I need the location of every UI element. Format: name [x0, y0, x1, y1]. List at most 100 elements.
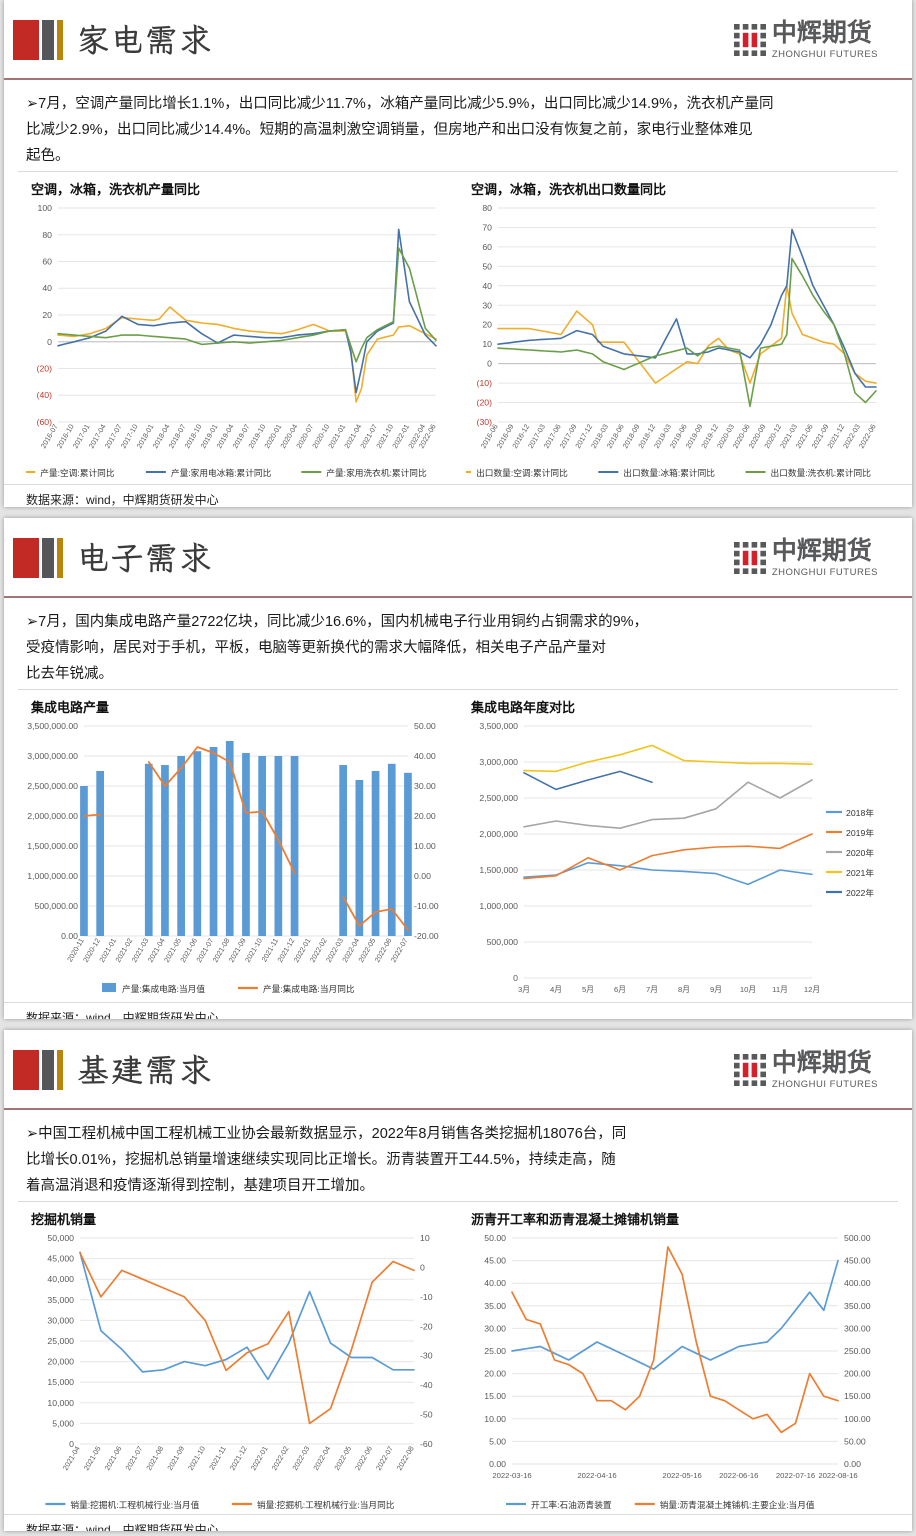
svg-text:0.00: 0.00	[414, 871, 431, 881]
svg-text:-50: -50	[420, 1410, 433, 1420]
svg-text:10.00: 10.00	[414, 841, 436, 851]
svg-text:-60: -60	[420, 1439, 433, 1449]
svg-text:0: 0	[47, 337, 52, 347]
svg-text:(20): (20)	[477, 398, 493, 408]
svg-text:2022-03-16: 2022-03-16	[492, 1471, 531, 1480]
svg-text:1,500,000.00: 1,500,000.00	[27, 841, 78, 851]
svg-text:45,000: 45,000	[47, 1254, 74, 1264]
svg-text:80: 80	[42, 230, 52, 240]
svg-text:-10: -10	[420, 1292, 433, 1302]
svg-text:50: 50	[482, 261, 492, 271]
svg-text:销量:挖掘机:工程机械行业:当月同比: 销量:挖掘机:工程机械行业:当月同比	[257, 1499, 395, 1510]
svg-text:0.00: 0.00	[489, 1459, 506, 1469]
svg-text:250.00: 250.00	[844, 1346, 871, 1356]
svg-text:300.00: 300.00	[844, 1323, 871, 1333]
svg-text:0: 0	[513, 973, 518, 983]
svg-text:2021年: 2021年	[846, 867, 874, 878]
svg-text:35,000: 35,000	[47, 1295, 74, 1305]
svg-text:70: 70	[482, 223, 492, 233]
svg-text:40: 40	[42, 283, 52, 293]
svg-text:-40: -40	[420, 1380, 433, 1390]
svg-text:1,000,000.00: 1,000,000.00	[27, 871, 78, 881]
svg-text:1,000,000: 1,000,000	[479, 901, 518, 911]
svg-text:2022-04-16: 2022-04-16	[577, 1471, 616, 1480]
svg-text:15,000: 15,000	[47, 1377, 74, 1387]
svg-text:销量:沥青混凝土摊铺机:主要企业:当月值: 销量:沥青混凝土摊铺机:主要企业:当月值	[660, 1499, 815, 1510]
svg-text:60: 60	[482, 242, 492, 252]
svg-text:40.00: 40.00	[414, 751, 436, 761]
svg-text:100: 100	[38, 203, 53, 213]
svg-text:100.00: 100.00	[844, 1414, 871, 1424]
svg-text:-20.00: -20.00	[414, 931, 439, 941]
svg-text:10,000: 10,000	[47, 1398, 74, 1408]
svg-text:10月: 10月	[740, 985, 756, 994]
svg-text:10.00: 10.00	[484, 1414, 506, 1424]
svg-text:10: 10	[420, 1233, 430, 1243]
svg-text:150.00: 150.00	[844, 1391, 871, 1401]
svg-text:20: 20	[42, 310, 52, 320]
svg-text:-10.00: -10.00	[414, 901, 439, 911]
svg-text:2022-05-16: 2022-05-16	[662, 1471, 701, 1480]
svg-text:产量:集成电路:当月值: 产量:集成电路:当月值	[122, 983, 205, 994]
svg-text:4月: 4月	[550, 985, 562, 994]
svg-text:40,000: 40,000	[47, 1274, 74, 1284]
svg-text:7月: 7月	[646, 985, 658, 994]
svg-text:25,000: 25,000	[47, 1336, 74, 1346]
svg-text:30.00: 30.00	[484, 1323, 506, 1333]
svg-text:30: 30	[482, 300, 492, 310]
svg-text:12月: 12月	[804, 985, 820, 994]
svg-text:500,000.00: 500,000.00	[35, 901, 79, 911]
svg-text:400.00: 400.00	[844, 1278, 871, 1288]
svg-text:出口数量:空调:累计同比: 出口数量:空调:累计同比	[476, 467, 568, 478]
svg-text:销量:挖掘机:工程机械行业:当月值: 销量:挖掘机:工程机械行业:当月值	[70, 1499, 199, 1510]
svg-text:200.00: 200.00	[844, 1369, 871, 1379]
svg-text:2022-08-16: 2022-08-16	[818, 1471, 857, 1480]
svg-text:5,000: 5,000	[52, 1418, 74, 1428]
svg-text:2,000,000.00: 2,000,000.00	[27, 811, 78, 821]
svg-text:2022年: 2022年	[846, 887, 874, 898]
svg-text:(20): (20)	[37, 364, 53, 374]
svg-text:40.00: 40.00	[484, 1278, 506, 1288]
svg-text:25.00: 25.00	[484, 1346, 506, 1356]
svg-text:10: 10	[482, 339, 492, 349]
svg-text:20: 20	[482, 320, 492, 330]
svg-text:20.00: 20.00	[414, 811, 436, 821]
svg-text:1,500,000: 1,500,000	[479, 865, 518, 875]
svg-text:45.00: 45.00	[484, 1256, 506, 1266]
svg-text:11月: 11月	[772, 985, 788, 994]
svg-text:500,000: 500,000	[487, 937, 519, 947]
svg-text:6月: 6月	[614, 985, 626, 994]
svg-text:5月: 5月	[582, 985, 594, 994]
svg-text:3,500,000.00: 3,500,000.00	[27, 721, 78, 731]
svg-text:15.00: 15.00	[484, 1391, 506, 1401]
svg-text:2,000,000: 2,000,000	[479, 829, 518, 839]
svg-text:20,000: 20,000	[47, 1357, 74, 1367]
svg-text:80: 80	[482, 203, 492, 213]
svg-text:9月: 9月	[710, 985, 722, 994]
svg-text:0.00: 0.00	[844, 1459, 861, 1469]
svg-text:60: 60	[42, 257, 52, 267]
svg-text:2022-07-16: 2022-07-16	[776, 1471, 815, 1480]
svg-text:20.00: 20.00	[484, 1369, 506, 1379]
svg-text:产量:空调:累计同比: 产量:空调:累计同比	[40, 467, 115, 478]
svg-text:-30: -30	[420, 1351, 433, 1361]
svg-text:8月: 8月	[678, 985, 690, 994]
svg-text:30.00: 30.00	[414, 781, 436, 791]
svg-text:3月: 3月	[518, 985, 530, 994]
svg-text:50.00: 50.00	[484, 1233, 506, 1243]
svg-text:开工率:石油沥青装置: 开工率:石油沥青装置	[531, 1499, 612, 1510]
svg-text:50,000: 50,000	[47, 1233, 74, 1243]
svg-text:出口数量:冰箱:累计同比: 出口数量:冰箱:累计同比	[623, 467, 715, 478]
svg-text:出口数量:洗衣机:累计同比: 出口数量:洗衣机:累计同比	[771, 467, 872, 478]
svg-text:产量:家用电冰箱:累计同比: 产量:家用电冰箱:累计同比	[171, 467, 272, 478]
svg-text:30,000: 30,000	[47, 1315, 74, 1325]
svg-text:35.00: 35.00	[484, 1301, 506, 1311]
svg-text:(10): (10)	[477, 378, 493, 388]
svg-text:2,500,000.00: 2,500,000.00	[27, 781, 78, 791]
svg-text:3,000,000: 3,000,000	[479, 757, 518, 767]
svg-text:2022-06-16: 2022-06-16	[719, 1471, 758, 1480]
svg-text:3,500,000: 3,500,000	[479, 721, 518, 731]
svg-text:500.00: 500.00	[844, 1233, 871, 1243]
svg-text:5.00: 5.00	[489, 1436, 506, 1446]
svg-text:产量:家用洗衣机:累计同比: 产量:家用洗衣机:累计同比	[326, 467, 427, 478]
